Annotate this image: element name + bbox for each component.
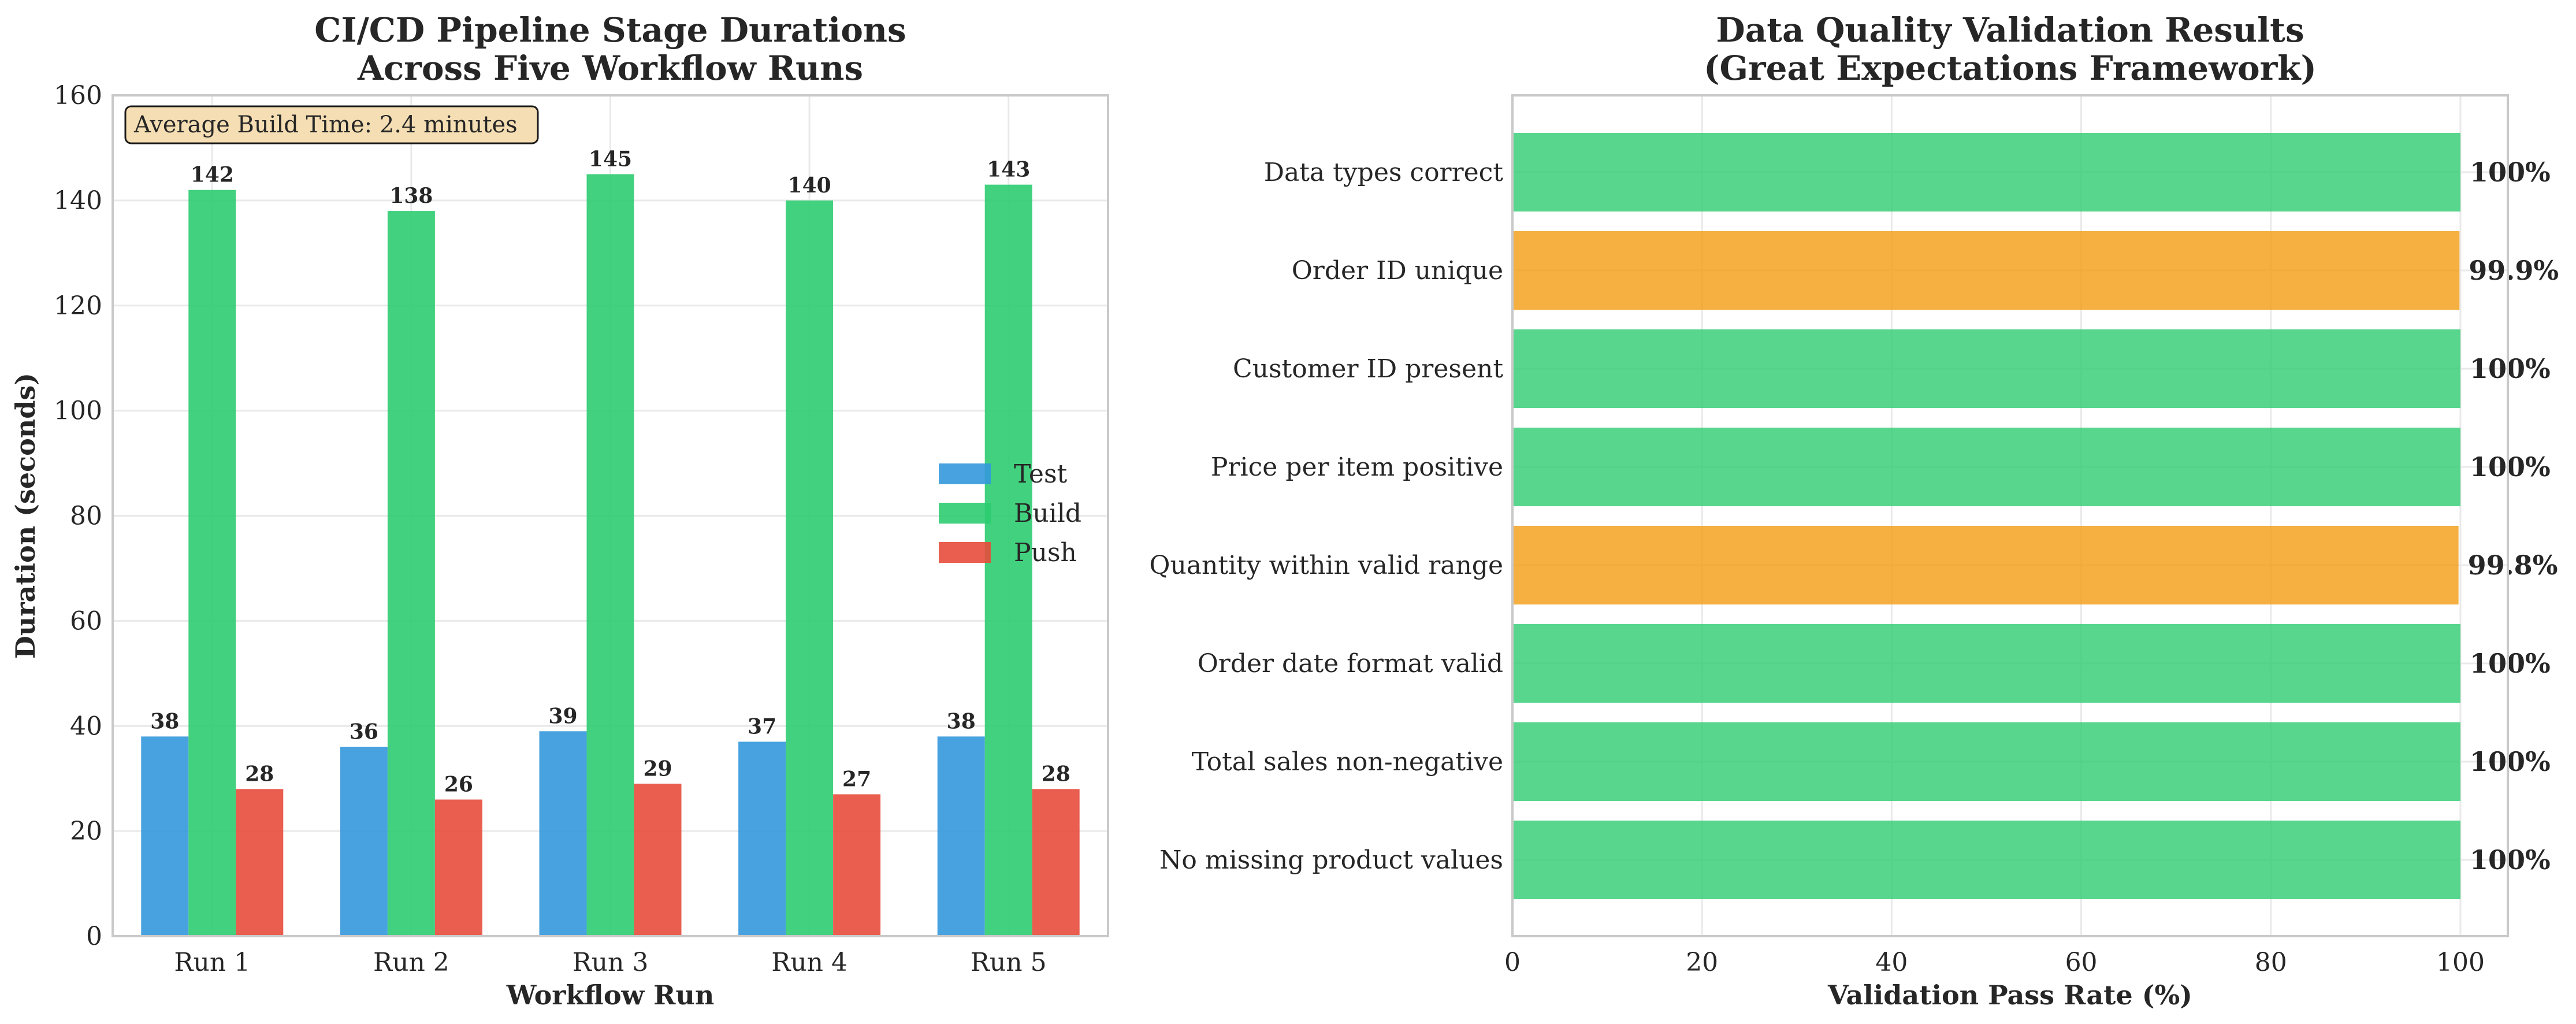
y-tick-label: 20 (70, 817, 102, 846)
chart-title: (Great Expectations Framework) (1704, 49, 2317, 88)
annotation-box (124, 105, 539, 144)
bar-value-label: 100% (2470, 157, 2551, 188)
y-tick-label: No missing product values (1159, 845, 1503, 875)
x-tick-label: 60 (2065, 948, 2098, 977)
bar-value-label: 99.8% (2468, 550, 2558, 581)
x-tick-label: Run 1 (174, 948, 250, 977)
bar-test (937, 736, 985, 936)
bar-value-label: 140 (788, 173, 831, 198)
x-tick-label: Run 4 (771, 948, 847, 977)
bar-test (340, 747, 388, 936)
legend-swatch-build (939, 503, 991, 524)
validation-bar (1512, 133, 2460, 212)
y-tick-label: Order ID unique (1292, 256, 1503, 285)
y-tick-label: 60 (70, 606, 102, 636)
bar-value-label: 100% (2470, 746, 2551, 777)
x-tick-label: Run 2 (373, 948, 449, 977)
x-tick-label: 20 (1686, 948, 1718, 977)
validation-bar (1512, 329, 2460, 408)
x-tick-label: 80 (2255, 948, 2287, 977)
y-tick-label: 160 (54, 81, 102, 110)
y-tick-label: Total sales non-negative (1192, 747, 1503, 777)
bar-value-label: 39 (548, 704, 577, 728)
x-axis-label: Workflow Run (506, 980, 715, 1011)
annotation-text: Average Build Time: 2.4 minutes (133, 112, 518, 138)
legend-swatch-test (939, 463, 991, 484)
bar-value-label: 145 (589, 147, 632, 171)
y-tick-label: 120 (54, 291, 102, 321)
validation-bar (1512, 722, 2460, 801)
validation-bar (1512, 821, 2460, 899)
bar-push (833, 794, 881, 936)
annotation: Average Build Time: 2.4 minutes (124, 105, 539, 144)
x-tick-label: Run 3 (573, 948, 649, 977)
bar-value-label: 100% (2470, 648, 2551, 679)
x-tick-label: 0 (1504, 948, 1521, 977)
bar-value-label: 28 (1042, 762, 1070, 786)
chart-title: CI/CD Pipeline Stage Durations (314, 10, 906, 50)
y-tick-label: Data types correct (1264, 158, 1504, 187)
legend-label: Push (1014, 538, 1077, 567)
y-axis-label: Duration (seconds) (10, 373, 41, 659)
bar-build (586, 174, 634, 936)
bar-value-label: 100% (2470, 451, 2551, 483)
bar-value-label: 38 (947, 709, 976, 733)
bar-value-label: 142 (191, 163, 234, 187)
bar-value-label: 38 (150, 709, 179, 733)
bar-build (387, 211, 435, 936)
plot-frame (111, 94, 1109, 937)
y-tick-label: Order date format valid (1198, 649, 1503, 678)
bar-value-label: 28 (245, 762, 274, 786)
bar-value-label: 29 (643, 756, 672, 781)
y-tick-label: 80 (70, 502, 102, 531)
x-tick-label: 100 (2436, 948, 2485, 977)
validation-bar (1512, 624, 2460, 703)
validation-bar (1512, 428, 2460, 506)
bar-build (984, 184, 1032, 936)
y-tick-label: 140 (54, 186, 102, 216)
chart-title: Data Quality Validation Results (1716, 10, 2304, 50)
y-tick-label: Customer ID present (1233, 354, 1503, 384)
bar-value-label: 26 (444, 773, 473, 797)
bar-push (434, 799, 482, 936)
validation-bar (1512, 526, 2459, 604)
x-tick-label: Run 5 (971, 948, 1047, 977)
bar-push (236, 789, 284, 936)
bar-build (188, 190, 236, 936)
bar-value-label: 27 (842, 767, 871, 791)
legend: Test Build Push (939, 459, 1081, 567)
bar-test (141, 736, 189, 936)
bar-value-label: 99.9% (2469, 255, 2559, 286)
x-tick-label: 40 (1875, 948, 1908, 977)
bar-value-label: 143 (987, 158, 1030, 182)
bar-value-label: 100% (2470, 353, 2551, 384)
bar-value-label: 100% (2470, 844, 2551, 875)
data-quality-chart: Data Quality Validation Results(Great Ex… (1149, 10, 2559, 1011)
legend-swatch-push (939, 542, 991, 563)
y-tick-label: 0 (86, 922, 102, 951)
plot-frame (1511, 94, 2509, 937)
bar-test (738, 741, 786, 936)
bar-push (634, 784, 682, 936)
y-tick-label: 40 (70, 711, 102, 741)
legend-label: Test (1014, 459, 1068, 489)
bar-build (786, 200, 834, 936)
x-axis-label: Validation Pass Rate (%) (1827, 980, 2192, 1011)
bar-test (539, 731, 587, 936)
bar-value-label: 138 (389, 184, 433, 208)
chart-title: Across Five Workflow Runs (357, 49, 863, 88)
y-tick-label: 100 (54, 396, 102, 426)
legend-label: Build (1014, 499, 1081, 528)
validation-bar (1512, 231, 2460, 310)
y-tick-label: Price per item positive (1211, 452, 1503, 482)
bar-push (1032, 789, 1080, 936)
bar-value-label: 36 (350, 720, 378, 744)
y-tick-label: Quantity within valid range (1149, 551, 1503, 580)
bar-value-label: 37 (748, 715, 776, 739)
